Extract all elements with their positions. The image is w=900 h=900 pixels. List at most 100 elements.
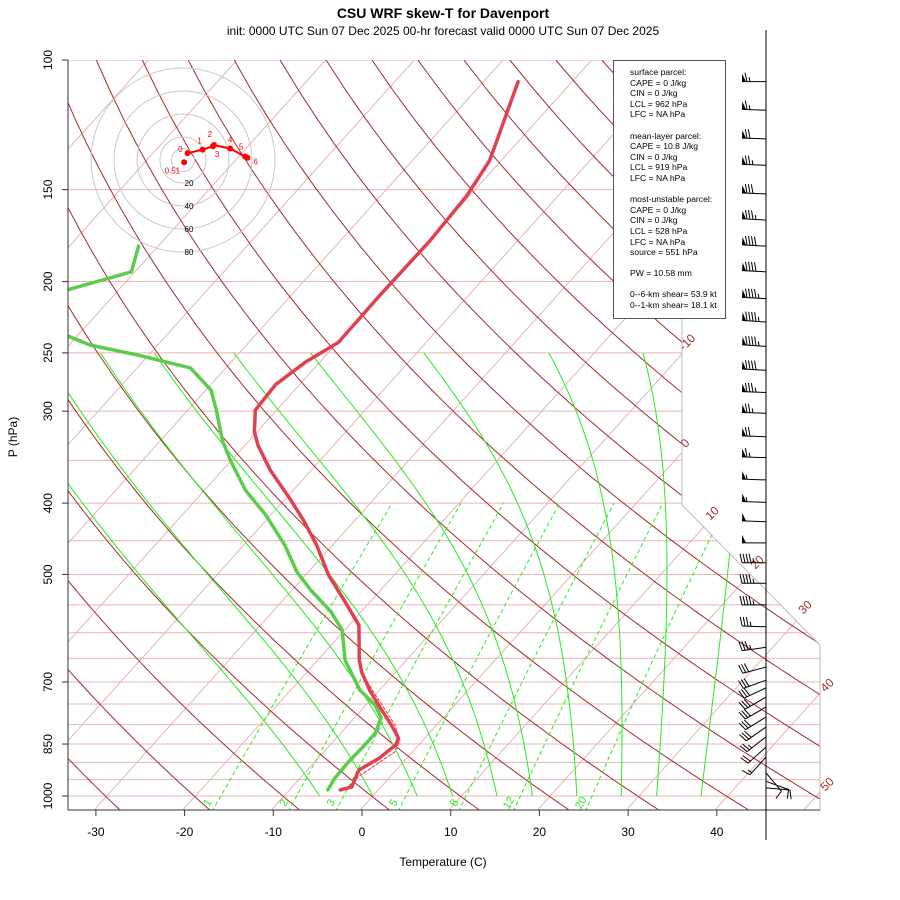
wind-barb-feather: [745, 360, 748, 370]
wind-barb-pennant: [742, 448, 746, 457]
wind-barb-feather: [750, 360, 754, 370]
parcel-trace-line: [345, 671, 401, 791]
wind-barb-staff: [742, 296, 767, 300]
wind-barb-feather: [741, 769, 751, 776]
isotherm-label: 0: [678, 436, 693, 451]
hodograph-ring-label: 20: [185, 179, 194, 188]
isotherm-line: [537, 60, 820, 810]
dry-adiabat-line: [279, 60, 820, 810]
wind-barb: [741, 100, 767, 111]
wind-barb-pennant: [742, 262, 746, 271]
mixing-ratio-line: [397, 502, 561, 810]
surface-lcl: LCL = 962 hPa: [630, 98, 688, 109]
x-tick-label: 10: [444, 825, 458, 839]
wind-barb-feather: [743, 708, 751, 717]
wind-barb-pennant: [742, 312, 746, 321]
wind-barb: [765, 787, 792, 800]
wind-barb-staff: [742, 344, 767, 347]
y-tick-label: 150: [41, 179, 55, 199]
mixed-lfc: LFC = NA hPa: [630, 172, 686, 183]
wind-barb: [742, 235, 767, 247]
wind-barb-feather: [753, 262, 757, 272]
wind-barb-feather: [741, 641, 746, 651]
hodograph-ring-label: 60: [185, 225, 194, 234]
wind-barb-feather: [747, 427, 751, 437]
wind-barb-pennant: [742, 427, 746, 436]
wind-barb-feather: [747, 129, 751, 139]
wind-barb: [739, 726, 767, 742]
wind-barb-pennant: [742, 73, 746, 82]
wind-barb-feather: [747, 155, 751, 165]
wind-barb-half-feather: [748, 77, 751, 82]
dry-adiabat-line: [68, 60, 752, 810]
wind-barb-feather: [751, 311, 754, 322]
wind-barb-feather: [745, 595, 749, 606]
shear-0-6km: 0--6-km shear= 53.9 kt: [630, 289, 717, 300]
y-tick-label: 500: [41, 564, 55, 584]
wind-barb-feather: [744, 382, 748, 392]
wind-barb-staff: [746, 736, 767, 752]
wind-barb-staff: [765, 787, 790, 791]
wind-barb: [741, 155, 767, 166]
mixed-cape: CAPE = 10.8 J/kg: [630, 141, 699, 152]
wind-barb-feather: [745, 617, 749, 627]
hodograph-point-label: 3: [215, 150, 220, 159]
dry-adiabat-line: [68, 60, 122, 810]
wind-barb: [738, 696, 767, 710]
dry-adiabat-line: [68, 60, 662, 810]
mu-source: source = 551 hPa: [630, 247, 698, 258]
parcel-info-box: surface parcel: CAPE = 0 J/kg CIN = 0 J/…: [613, 60, 726, 319]
surface-lfc: LFC = NA hPa: [630, 109, 686, 120]
dry-adiabat-line: [141, 60, 820, 810]
y-axis-label: P (hPa): [6, 416, 20, 458]
hodograph-ring: [113, 90, 253, 230]
wind-barb-feather: [742, 755, 751, 762]
moist-adiabat-line: [153, 352, 454, 797]
wind-barb: [738, 716, 767, 731]
hodograph-point-label: 4: [228, 136, 233, 145]
wind-barb-pennant: [742, 361, 746, 370]
wind-barb-half-feather: [748, 452, 751, 458]
wind-barb-feather: [750, 184, 754, 194]
wind-barb-pennant: [742, 404, 746, 413]
wind-barb-feather: [748, 288, 751, 298]
dewpoint-line: [68, 244, 383, 792]
dry-adiabat-line: [877, 60, 900, 812]
wind-barb-feather: [739, 745, 748, 752]
wind-barb-feather: [754, 312, 757, 322]
wind-barb-half-feather: [757, 293, 760, 299]
wind-barb-feather: [742, 553, 746, 563]
wind-barb: [741, 403, 767, 414]
wind-barb-staff: [741, 411, 767, 414]
mixing-ratio-line: [512, 502, 664, 810]
isotherm-line: [68, 60, 149, 810]
hodograph-point-label: 1: [197, 137, 202, 146]
wind-barb: [765, 780, 790, 799]
wind-barb: [741, 129, 767, 140]
wind-barb-feather: [738, 690, 745, 699]
dry-adiabat-line: [68, 60, 482, 810]
y-tick-label: 700: [41, 672, 55, 692]
wind-barb: [739, 553, 766, 564]
wind-barb-staff: [765, 780, 789, 790]
wind-barb-staff: [742, 666, 767, 674]
wind-barb-pennant: [742, 185, 746, 194]
hodograph-point-label: 0: [178, 145, 183, 154]
hodograph-ring: [136, 113, 230, 207]
wind-barb-staff: [742, 646, 767, 652]
wind-barb-staff: [741, 478, 767, 481]
mixing-ratio-label: 1: [201, 797, 214, 808]
wind-barbs: [738, 30, 792, 840]
wind-barb-feather: [753, 360, 757, 370]
wind-barb-feather: [750, 382, 754, 393]
mu-cin: CIN = 0 J/kg: [630, 215, 678, 226]
wind-barb-feather: [738, 711, 746, 720]
surface-cin: CIN = 0 J/kg: [630, 88, 678, 99]
wind-barb-staff: [741, 520, 767, 523]
mixing-ratio-label: 5: [387, 797, 400, 808]
mixing-ratio-label: 20: [573, 795, 590, 812]
chart-subtitle: init: 0000 UTC Sun 07 Dec 2025 00-hr for…: [226, 24, 660, 38]
wind-barb-half-feather: [745, 497, 748, 502]
wind-barb-feather: [745, 261, 748, 271]
wind-barb-pennant: [742, 156, 746, 165]
